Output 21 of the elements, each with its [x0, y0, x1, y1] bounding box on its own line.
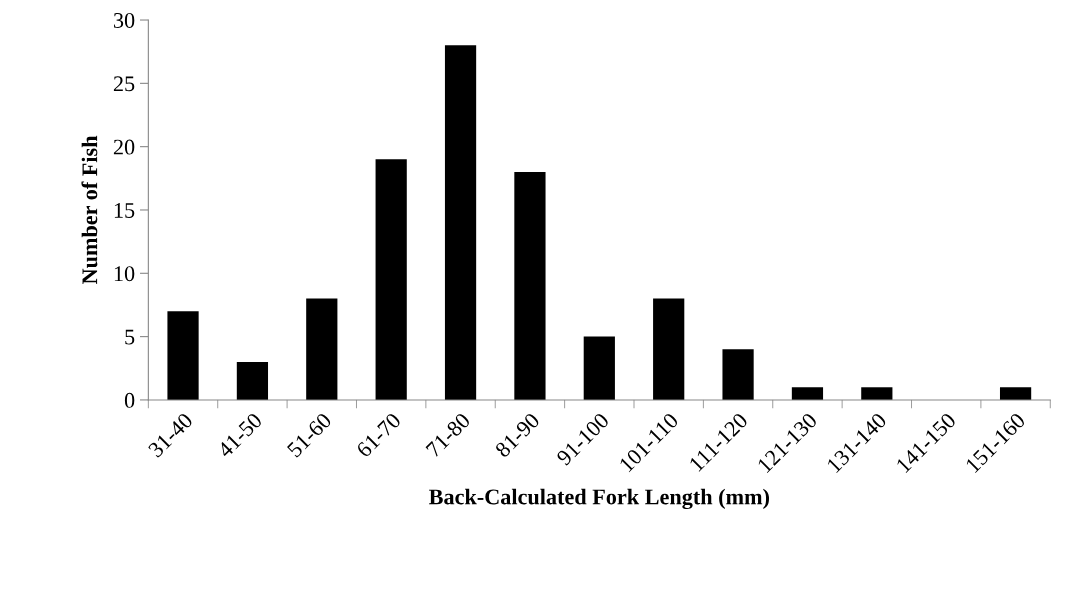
bar [167, 311, 199, 400]
bar [583, 336, 615, 400]
y-tick-label: 25 [113, 76, 135, 92]
bar [514, 171, 546, 400]
x-axis-title: Back-Calculated Fork Length (mm) [429, 488, 769, 510]
y-tick-label: 15 [114, 203, 135, 218]
bar [444, 45, 477, 400]
bar [653, 298, 685, 400]
bar [999, 387, 1032, 400]
bar [861, 387, 893, 400]
y-tick-label: 30 [114, 12, 135, 28]
bar [306, 298, 338, 400]
bar [375, 159, 407, 400]
y-tick-label: 0 [124, 392, 135, 408]
y-tick-label: 5 [125, 329, 135, 345]
y-axis-title: Number of Fish [81, 135, 98, 285]
y-tick-label: 10 [114, 266, 135, 282]
bar [791, 387, 824, 400]
bar [722, 349, 754, 400]
y-tick-label: 20 [113, 139, 135, 155]
bar [236, 361, 269, 400]
